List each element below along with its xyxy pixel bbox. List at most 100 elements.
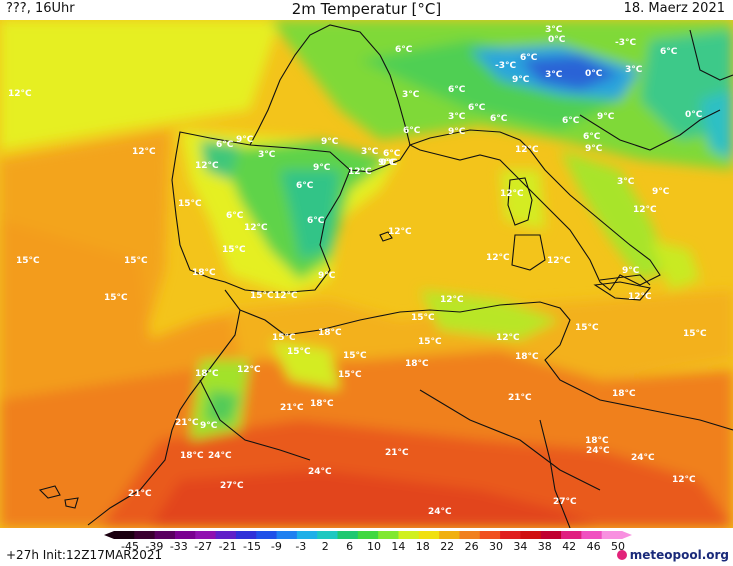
temp-label: 6°C (226, 211, 244, 221)
temp-label: 24°C (308, 467, 332, 477)
temp-label: 3°C (545, 70, 563, 80)
map-header: ???, 16Uhr 2m Temperatur [°C] 18. Maerz … (0, 0, 733, 20)
temp-label: 27°C (553, 497, 577, 507)
forecast-time-label: ???, 16Uhr (6, 1, 75, 16)
temp-label: 12°C (500, 189, 524, 199)
temp-label: 9°C (200, 421, 218, 431)
run-info: +27h Init:12Z17MAR2021 (6, 548, 163, 562)
temp-label: 18°C (405, 359, 429, 369)
temp-label: 12°C (348, 167, 372, 177)
temp-label: 12°C (132, 147, 156, 157)
temp-label: 18°C (180, 451, 204, 461)
colorbar-tick-label: -45 (121, 540, 139, 553)
temp-label: 0°C (548, 35, 566, 45)
temp-label: 0°C (685, 110, 703, 120)
colorbar-tick-label: 38 (537, 540, 552, 553)
temp-label: 12°C (496, 333, 520, 343)
temp-label: 6°C (490, 114, 508, 124)
colorbar-tick-label: 6 (346, 540, 354, 553)
temp-label: 15°C (338, 370, 362, 380)
colorbar-swatch (601, 531, 623, 539)
temp-label: 12°C (274, 291, 298, 301)
temp-label: 15°C (104, 293, 128, 303)
temp-label: 12°C (628, 292, 652, 302)
temp-label: 12°C (547, 256, 571, 266)
temp-label: 15°C (343, 351, 367, 361)
colorbar-swatch (337, 531, 359, 539)
colorbar-tick-label: 34 (513, 540, 528, 553)
colorbar-swatch (581, 531, 603, 539)
colorbar-tick-label: 10 (367, 540, 381, 553)
temp-label: 18°C (192, 268, 216, 278)
colorbar-swatch (439, 531, 460, 539)
temp-label: 6°C (520, 53, 538, 63)
temp-label: 12°C (633, 205, 657, 215)
colorbar-right-arrow (622, 531, 632, 539)
temp-label: 0°C (585, 69, 603, 79)
temp-label: 15°C (418, 337, 442, 347)
temp-label: 21°C (508, 393, 532, 403)
temp-label: 12°C (237, 365, 261, 375)
temp-label: 3°C (625, 65, 643, 75)
temp-label: 6°C (383, 149, 401, 159)
colorbar-swatch (378, 531, 399, 539)
temp-label: 9°C (313, 163, 331, 173)
colorbar-swatch (276, 531, 298, 539)
temp-label: 3°C (617, 177, 635, 187)
colorbar-tick-label: 18 (415, 540, 430, 553)
colorbar-swatch (357, 531, 379, 539)
temp-label: 15°C (178, 199, 202, 209)
colorbar-tick-label: -3 (295, 540, 307, 553)
temp-label: 6°C (660, 47, 678, 57)
temp-label: 9°C (378, 158, 396, 168)
temp-label: 18°C (318, 328, 342, 338)
colorbar-swatch (500, 531, 521, 539)
temperature-map: 6°C 3°C 0°C -3°C 6°C -3°C 9°C 3°C 0°C 3°… (0, 20, 733, 528)
temp-label: 9°C (318, 271, 336, 281)
colorbar-tick-label: 50 (611, 540, 625, 553)
colorbar-swatch (520, 531, 542, 539)
colorbar-tick-label: -9 (270, 540, 282, 553)
map-title: 2m Temperatur [°C] (291, 0, 442, 18)
temp-label: 21°C (280, 403, 304, 413)
colorbar-swatch (134, 531, 156, 539)
colorbar-swatch (317, 531, 339, 539)
temp-label: 6°C (395, 45, 413, 55)
temp-label: 21°C (175, 418, 199, 428)
colorbar-tick-label: 30 (489, 540, 503, 553)
temp-label: 15°C (411, 313, 435, 323)
colorbar-left-arrow (104, 531, 114, 539)
temp-label: 12°C (8, 89, 32, 99)
temp-label: 6°C (583, 132, 601, 142)
temp-label: 18°C (515, 352, 539, 362)
forecast-date-label: 18. Maerz 2021 (623, 1, 725, 16)
colorbar-swatch (215, 531, 237, 539)
temp-label: 15°C (16, 256, 40, 266)
color-scale-bar (104, 531, 632, 539)
temp-label: 15°C (683, 329, 707, 339)
temp-label: 15°C (575, 323, 599, 333)
temp-label: 9°C (597, 112, 615, 122)
temp-label: 24°C (586, 446, 610, 456)
temp-label: 9°C (321, 137, 339, 147)
temp-label: 15°C (124, 256, 148, 266)
temperature-labels: 6°C 3°C 0°C -3°C 6°C -3°C 9°C 3°C 0°C 3°… (8, 25, 707, 517)
temp-label: 12°C (195, 161, 219, 171)
colorbar-tick-label: -33 (169, 540, 188, 553)
temp-label: 9°C (448, 127, 466, 137)
temp-label: 0°C (380, 158, 398, 168)
temp-label: 12°C (244, 223, 268, 233)
colorbar-swatch (561, 531, 582, 539)
logo-icon (616, 550, 627, 560)
temperature-field (0, 20, 733, 528)
colorbar-tick-label: 14 (391, 540, 406, 553)
temp-label: -3°C (495, 61, 516, 71)
coastlines (38, 24, 733, 528)
temp-label: -3°C (615, 38, 636, 48)
brand-logo[interactable]: meteopool.org (616, 548, 729, 562)
temp-label: 9°C (512, 75, 530, 85)
colorbar-swatch (418, 531, 440, 539)
colorbar-tick-label: -21 (218, 540, 237, 553)
temp-label: 24°C (428, 507, 452, 517)
temp-label: 24°C (208, 451, 232, 461)
